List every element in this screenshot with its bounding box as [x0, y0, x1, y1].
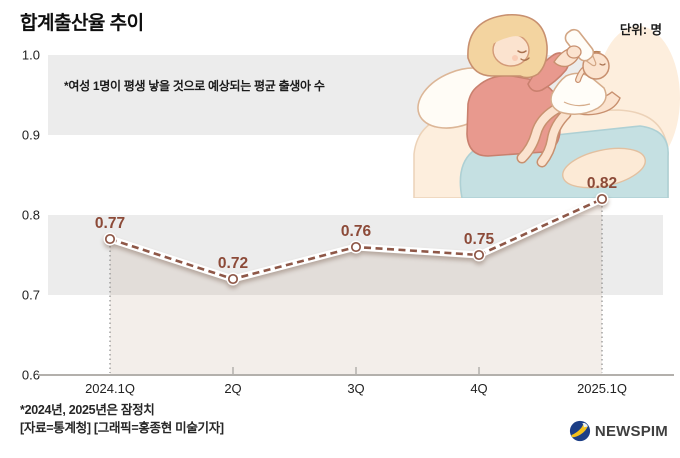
x-tick-label: 2025.1Q	[577, 381, 627, 396]
footnote-provisional: *2024년, 2025년은 잠정치	[20, 403, 155, 417]
x-tick-label: 2024.1Q	[85, 381, 135, 396]
baby-eye	[599, 63, 606, 66]
mother-smile	[520, 57, 530, 61]
y-tick-label: 0.9	[22, 128, 40, 143]
page-title: 합계출산율 추이	[20, 13, 144, 34]
x-axis-ticks	[232, 367, 480, 374]
baby-legs	[516, 102, 572, 168]
chart-footnote-definition: *여성 1명이 평생 낳을 것으로 예상되는 평균 출생아 수	[64, 79, 325, 93]
area-fill	[110, 199, 602, 375]
x-tick-label: 3Q	[347, 381, 364, 396]
newspim-logo-icon	[569, 420, 591, 442]
legs-under-blanket	[562, 147, 646, 189]
footnote-source-credit: [자료=통계청] [그래픽=홍종현 미술기자]	[20, 421, 224, 435]
mother-feeding-baby-illustration	[413, 13, 680, 198]
y-tick-label: 0.6	[22, 368, 40, 383]
y-tick-label: 1.0	[22, 48, 40, 63]
source-footnotes: *2024년, 2025년은 잠정치 [자료=통계청] [그래픽=홍종현 미술기…	[20, 401, 224, 437]
newspim-logo: NEWSPIM	[569, 420, 668, 442]
newspim-logo-text: NEWSPIM	[594, 422, 668, 440]
unit-label: 단위: 명	[619, 23, 662, 37]
x-tick-label: 2Q	[224, 381, 241, 396]
mother-fringe	[490, 29, 536, 46]
y-axis-labels: 1.0 0.9 0.8 0.7 0.6	[22, 48, 40, 383]
x-tick-label: 4Q	[470, 381, 487, 396]
y-tick-label: 0.8	[22, 208, 40, 223]
x-axis-labels: 2024.1Q 2Q 3Q 4Q 2025.1Q	[85, 381, 627, 396]
y-tick-label: 0.7	[22, 288, 40, 303]
mother-eye	[517, 50, 527, 54]
mother-hand	[566, 45, 582, 59]
diaper-line	[563, 101, 591, 107]
mother-blush	[512, 55, 518, 61]
